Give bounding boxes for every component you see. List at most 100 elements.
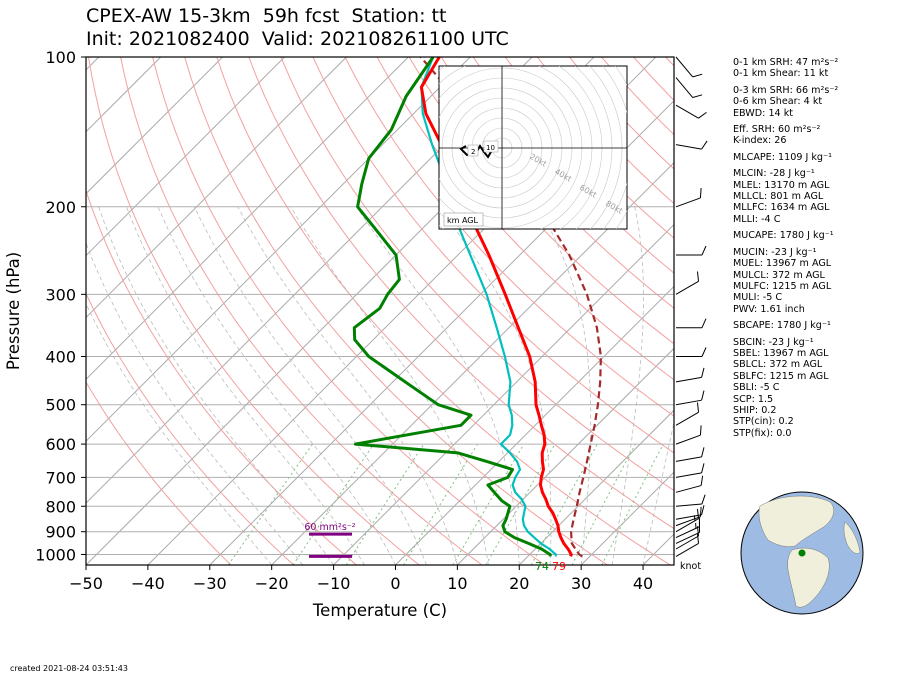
barb-flag [701, 318, 707, 328]
dry-adiabat [280, 57, 674, 492]
mixing-ratio-line [403, 443, 479, 565]
parameter-item: SBCIN: -23 J kg⁻¹ [733, 336, 814, 348]
wind-barb [675, 104, 707, 119]
parameter-item: Eff. SRH: 60 m²s⁻² [733, 124, 821, 136]
barb-shaft [675, 485, 702, 493]
barb-half-flag [695, 522, 697, 529]
moist-adiabat [86, 241, 303, 565]
barb-shaft [675, 542, 699, 557]
hodograph-height-label: 2 [471, 148, 475, 156]
x-tick-label: −30 [193, 574, 227, 593]
barb-flag [699, 425, 702, 436]
y-tick-label: 1000 [35, 545, 76, 564]
barb-shaft [675, 531, 700, 544]
wind-barbs [675, 56, 708, 557]
barb-shaft [675, 526, 700, 539]
parameter-item: MLCAPE: 1109 J kg⁻¹ [733, 151, 832, 163]
moist-adiabat [537, 206, 592, 565]
moist-adiabat [438, 206, 552, 565]
x-tick-label: 10 [447, 574, 467, 593]
surface-temperature-label: 79 [552, 560, 566, 573]
barb-flag [699, 188, 702, 198]
wind-barb [675, 271, 700, 295]
moist-adiabat [611, 206, 644, 565]
parameter-item: MUCIN: -23 J kg⁻¹ [733, 246, 817, 258]
dry-adiabat [408, 57, 674, 345]
moist-adiabat [642, 420, 674, 565]
barb-shaft [675, 514, 702, 520]
dry-adiabat [376, 57, 674, 381]
barb-shaft [675, 518, 699, 533]
barb-shaft [675, 472, 702, 478]
globe-land-north-america [758, 495, 834, 547]
isotherm-line [86, 57, 409, 381]
wind-barb [675, 390, 705, 406]
moist-adiabat [356, 206, 520, 565]
barb-shaft [675, 434, 701, 445]
chart-title-line1: CPEX-AW 15-3km 59h fcst Station: tt [86, 5, 447, 27]
x-tick-label: −50 [69, 574, 103, 593]
barb-shaft [675, 535, 699, 550]
parameter-item: MUCAPE: 1780 J kg⁻¹ [733, 230, 834, 242]
y-tick-label: 600 [45, 435, 76, 454]
parameter-item: MLLFC: 1634 m AGL [733, 202, 830, 214]
moist-adiabat [194, 206, 427, 565]
barb-flag [700, 475, 704, 486]
parameter-item: SCP: 1.5 [733, 393, 774, 405]
barb-shaft [675, 503, 702, 507]
isotherm-line [271, 161, 674, 565]
dry-adiabat [88, 57, 420, 565]
hodograph-height-label: 10 [486, 144, 495, 152]
barb-flag [698, 112, 707, 119]
barb-flag [692, 94, 703, 98]
station-marker [798, 549, 806, 557]
dry-adiabat [86, 189, 357, 565]
isotherm-line [86, 57, 285, 257]
parameter-item: MLCIN: -28 J kg⁻¹ [733, 168, 815, 180]
wind-barb [675, 56, 703, 78]
x-tick-label: 40 [633, 574, 653, 593]
plot-frame [85, 56, 675, 566]
parameter-item: MULCL: 372 m AGL [733, 269, 825, 281]
barb-flag [701, 140, 708, 150]
y-tick-label: 100 [45, 48, 76, 67]
dry-adiabat [472, 57, 674, 274]
dry-adiabat [86, 381, 232, 565]
wind-barb [675, 77, 703, 98]
wind-barb [675, 516, 701, 539]
wind-barb [675, 402, 700, 426]
hodograph-frame [438, 65, 628, 230]
parameter-list: 0-1 km SRH: 47 m²s⁻² 0-1 km Shear: 11 kt 0… [733, 57, 838, 439]
barb-flag [692, 73, 703, 78]
barb-shaft [675, 77, 694, 98]
parameter-item: PWV: 1.61 inch [733, 303, 805, 315]
mixing-ratio-line [345, 443, 425, 565]
y-tick-label: 200 [45, 198, 76, 217]
barb-shaft [675, 280, 699, 295]
isotherm-line [86, 57, 347, 319]
moist-adiabat [237, 206, 458, 565]
barb-shaft [675, 456, 702, 462]
moist-adiabat [290, 206, 489, 565]
globe-land-africa [843, 521, 861, 554]
x-tick-label: 30 [571, 574, 591, 593]
x-tick-label: 0 [390, 574, 400, 593]
x-tick-label: 20 [509, 574, 529, 593]
wind-barb [675, 463, 705, 478]
barb-shaft [675, 516, 701, 527]
barb-shaft [675, 104, 699, 119]
parameter-item: 0-3 km SRH: 66 m²s⁻² [733, 84, 839, 96]
mixing-ratio-line [601, 443, 664, 565]
hodograph-legend: km AGL [447, 216, 479, 225]
parameter-item: MULFC: 1215 m AGL [733, 280, 832, 292]
barb-flag [701, 505, 705, 515]
x-tick-label: −20 [255, 574, 289, 593]
barb-flag [701, 245, 707, 256]
wind-barb [676, 347, 707, 357]
barb-flag [696, 402, 700, 413]
y-tick-label: 800 [45, 497, 76, 516]
dry-adiabat [440, 57, 674, 309]
parameter-item: SBEL: 13967 m AGL [733, 347, 829, 359]
